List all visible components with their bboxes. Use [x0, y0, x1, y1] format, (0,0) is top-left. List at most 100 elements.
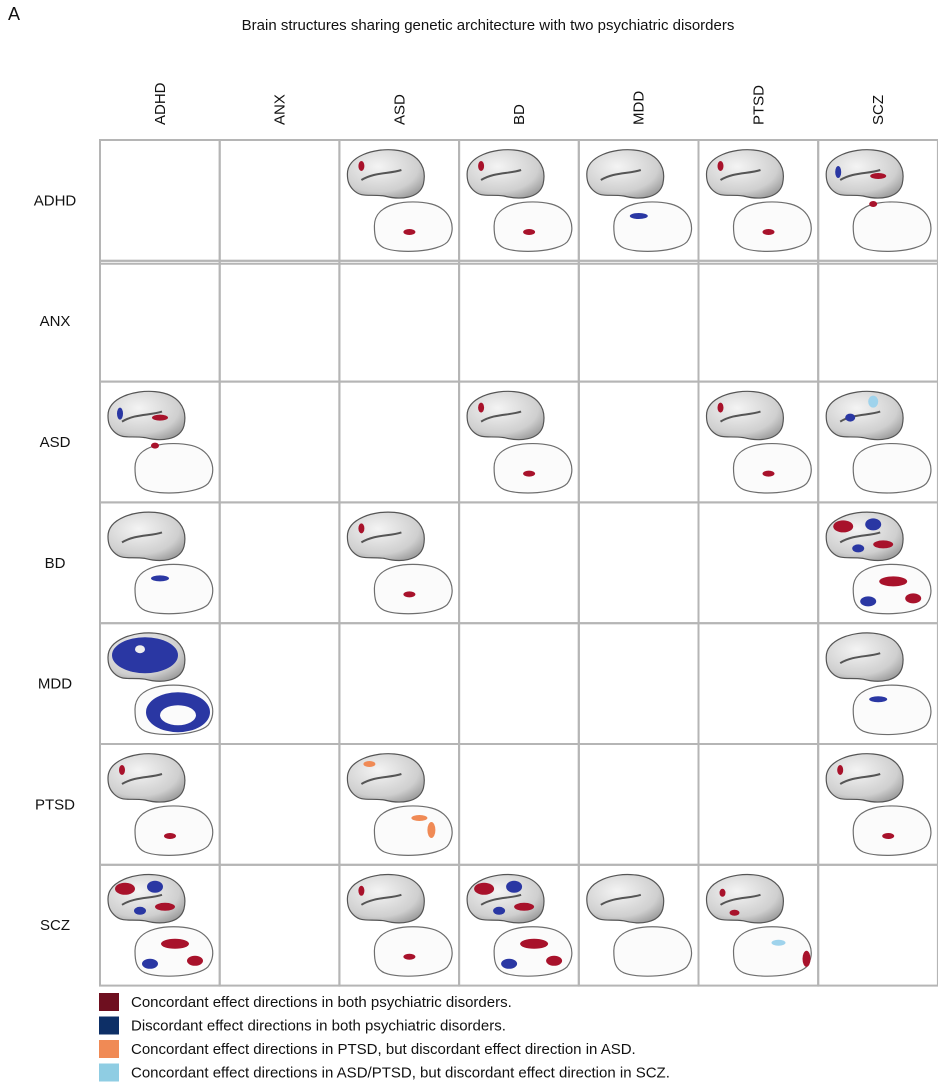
brain-region	[135, 645, 145, 653]
brain-region	[868, 396, 878, 408]
grid-cell	[220, 261, 340, 382]
brain-region	[860, 596, 876, 606]
brain-region	[142, 959, 158, 969]
brain-medial	[614, 202, 692, 251]
brain-pair	[467, 150, 572, 252]
brain-region	[835, 166, 841, 178]
brain-medial	[853, 806, 931, 855]
grid-cell	[339, 382, 459, 503]
grid-cell	[818, 865, 938, 986]
row-header: ASD	[40, 434, 71, 451]
brain-region	[520, 939, 548, 949]
brain-pair	[826, 754, 931, 856]
grid-cell	[699, 502, 819, 623]
brain-region	[546, 956, 562, 966]
brain-pair	[347, 754, 452, 856]
brain-medial	[853, 444, 931, 493]
brain-pair	[826, 150, 931, 252]
brain-medial	[374, 927, 452, 976]
grid-cell	[579, 382, 699, 503]
column-header: PTSD	[750, 85, 767, 125]
row-header: BD	[45, 555, 66, 572]
brain-region	[358, 161, 364, 171]
brain-pair	[108, 512, 213, 614]
grid-cell	[459, 744, 579, 865]
row-header: PTSD	[35, 796, 75, 813]
brain-region	[160, 705, 196, 725]
brain-region	[865, 518, 881, 530]
brain-region	[358, 523, 364, 533]
grid-cell	[339, 623, 459, 744]
panel-label: A	[8, 4, 20, 24]
grid-cell	[339, 261, 459, 382]
brain-pair	[347, 512, 452, 614]
legend-swatch	[99, 993, 119, 1011]
brain-pair	[108, 754, 213, 856]
legend-swatch	[99, 1017, 119, 1035]
grid-cell	[220, 140, 340, 261]
legend-label: Concordant effect directions in PTSD, bu…	[131, 1041, 636, 1058]
column-header: ANX	[272, 94, 289, 125]
brain-medial	[734, 927, 812, 976]
brain-pair	[108, 391, 213, 493]
brain-region	[152, 415, 168, 421]
brain-region	[112, 637, 178, 673]
legend-label: Concordant effect directions in ASD/PTSD…	[131, 1065, 670, 1082]
brain-region	[730, 910, 740, 916]
brain-pair	[467, 875, 572, 977]
grid-cell	[220, 744, 340, 865]
brain-region	[523, 229, 535, 235]
brain-pair	[826, 633, 931, 735]
brain-region	[514, 903, 534, 911]
legend-swatch	[99, 1040, 119, 1058]
brain-region	[870, 173, 886, 179]
grid-cell	[579, 744, 699, 865]
brain-medial	[374, 202, 452, 251]
brain-pair	[347, 150, 452, 252]
brain-region	[134, 907, 146, 915]
brain-region	[833, 520, 853, 532]
brain-region	[506, 881, 522, 893]
row-header: SCZ	[40, 917, 70, 934]
grid-cell	[699, 623, 819, 744]
row-header: MDD	[38, 676, 72, 693]
figure-title: Brain structures sharing genetic archite…	[242, 17, 735, 34]
legend-swatch	[99, 1064, 119, 1082]
brain-pair	[707, 875, 812, 977]
column-header: ADHD	[152, 82, 169, 125]
brain-medial	[135, 564, 213, 613]
brain-region	[151, 443, 159, 449]
brain-region	[852, 544, 864, 552]
brain-region	[115, 883, 135, 895]
brain-region	[873, 540, 893, 548]
brain-region	[358, 886, 364, 896]
grid-cell	[699, 744, 819, 865]
brain-medial	[135, 927, 213, 976]
brain-pair	[707, 391, 812, 493]
brain-pair	[467, 391, 572, 493]
grid-cell	[459, 502, 579, 623]
brain-region	[411, 815, 427, 821]
brain-region	[147, 881, 163, 893]
row-header: ANX	[40, 313, 71, 330]
grid-cell	[579, 261, 699, 382]
brain-region	[763, 471, 775, 477]
brain-region	[501, 959, 517, 969]
brain-pair	[587, 875, 692, 977]
column-header: BD	[511, 104, 528, 125]
brain-medial	[494, 927, 572, 976]
legend-label: Discordant effect directions in both psy…	[131, 1018, 506, 1035]
brain-region	[720, 889, 726, 897]
brain-region	[478, 403, 484, 413]
brain-region	[119, 765, 125, 775]
brain-region	[763, 229, 775, 235]
brain-region	[403, 591, 415, 597]
column-header: SCZ	[870, 95, 887, 125]
brain-region	[493, 907, 505, 915]
brain-region	[869, 201, 877, 207]
column-header: ASD	[391, 94, 408, 125]
grid-cell	[220, 502, 340, 623]
grid-cell	[220, 865, 340, 986]
brain-region	[403, 229, 415, 235]
grid-cell	[579, 623, 699, 744]
